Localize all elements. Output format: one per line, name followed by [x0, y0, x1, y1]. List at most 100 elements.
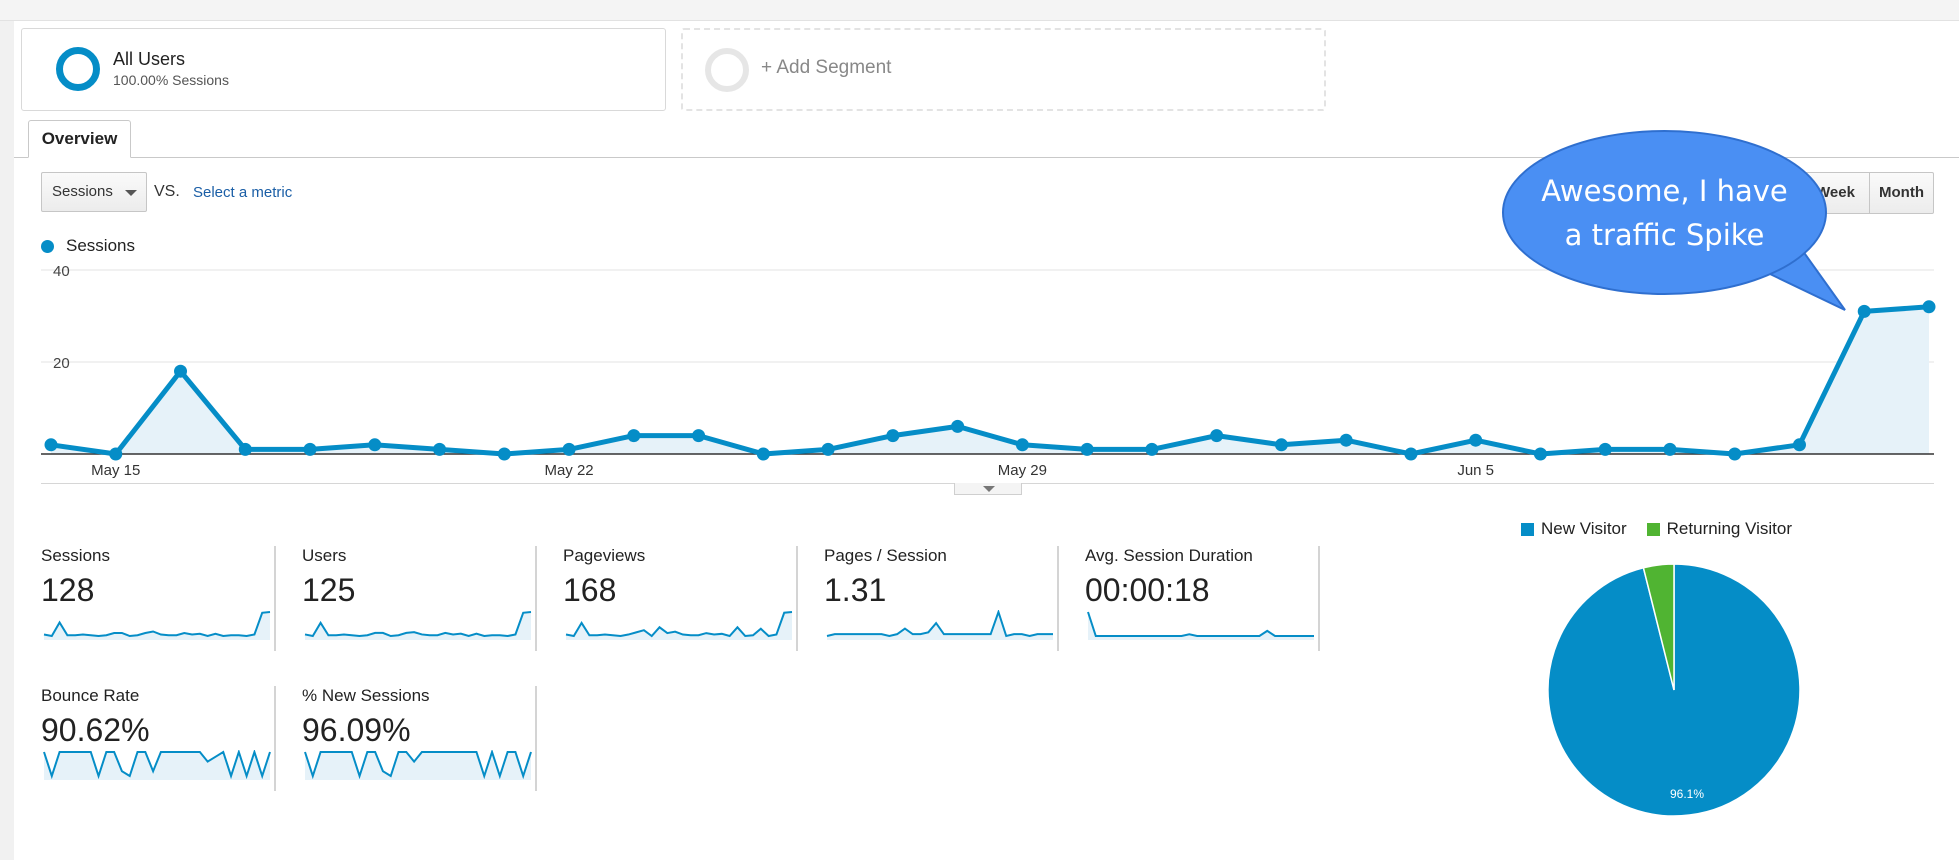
pie-legend-label: New Visitor — [1541, 519, 1627, 538]
left-gutter — [0, 0, 14, 860]
pie-slice[interactable] — [1642, 563, 1675, 691]
stat-label: % New Sessions — [302, 686, 430, 705]
stat-value: 00:00:18 — [1085, 572, 1210, 608]
select-metric-link[interactable]: Select a metric — [193, 184, 293, 201]
sparkline-area — [1088, 612, 1314, 640]
segment-ring-icon — [56, 47, 100, 91]
sessions-point[interactable] — [1210, 429, 1224, 443]
sparkline-path — [43, 750, 271, 780]
sparkline — [304, 611, 532, 640]
stat-label: Avg. Session Duration — [1085, 546, 1253, 565]
stat-avg-session-duration[interactable]: Avg. Session Duration 00:00:18 — [1085, 546, 1320, 651]
sessions-point[interactable] — [1922, 300, 1936, 314]
stat-label: Users — [302, 546, 347, 565]
sessions-point[interactable] — [692, 429, 706, 443]
stat-label: Bounce Rate — [41, 686, 140, 705]
stat-sessions[interactable]: Sessions 128 — [41, 546, 276, 651]
segment-detail: 100.00% Sessions — [113, 72, 229, 88]
pie-legend-item[interactable]: Returning Visitor — [1646, 519, 1792, 539]
sparkline — [43, 611, 271, 640]
vs-label: VS. — [154, 183, 180, 200]
metric-select[interactable]: Sessions — [41, 172, 147, 212]
sessions-point[interactable] — [1469, 433, 1483, 447]
sparkline-path — [304, 611, 532, 638]
sessions-point[interactable] — [1533, 447, 1547, 461]
sessions-point[interactable] — [1663, 442, 1677, 456]
stat-users[interactable]: Users 125 — [302, 546, 537, 651]
sessions-point[interactable] — [497, 447, 511, 461]
tab-overview[interactable]: Overview — [28, 120, 131, 158]
add-segment-label: + Add Segment — [761, 57, 892, 78]
sparkline-area — [44, 612, 270, 640]
sessions-point[interactable] — [756, 447, 770, 461]
sparkline — [304, 750, 532, 780]
x-tick-label: Jun 5 — [1457, 462, 1494, 479]
sessions-point[interactable] — [1792, 438, 1806, 452]
sessions-point[interactable] — [1015, 438, 1029, 452]
stat-value: 90.62% — [41, 712, 150, 748]
sessions-line-chart: 40 20 May 15 May 22 May 29 Jun 5 — [41, 263, 1936, 479]
segment-all-users[interactable]: All Users 100.00% Sessions — [21, 28, 666, 111]
sparkline — [565, 611, 793, 640]
segment-name: All Users — [113, 49, 186, 69]
legend-swatch — [1646, 522, 1660, 536]
stat-value: 1.31 — [824, 572, 887, 608]
sessions-point[interactable] — [1598, 442, 1612, 456]
sessions-point[interactable] — [562, 442, 576, 456]
sessions-point[interactable] — [368, 438, 382, 452]
stat-value: 96.09% — [302, 712, 411, 748]
chevron-down-icon — [983, 486, 995, 492]
stat-bounce-rate[interactable]: Bounce Rate 90.62% — [41, 686, 276, 791]
sparkline — [826, 610, 1053, 640]
sessions-point[interactable] — [1404, 447, 1418, 461]
empty-ring-icon — [705, 48, 749, 92]
sessions-point[interactable] — [1145, 442, 1159, 456]
stat-pages-per-session[interactable]: Pages / Session 1.31 — [824, 546, 1059, 651]
pie-slice-label: 96.1% — [1670, 787, 1704, 801]
chevron-down-icon — [125, 190, 137, 196]
stat-new-sessions[interactable]: % New Sessions 96.09% — [302, 686, 537, 791]
tab-divider — [14, 157, 1959, 158]
x-tick-label: May 15 — [91, 462, 140, 479]
sessions-point[interactable] — [886, 429, 900, 443]
annotation-text: Awesome, I have a traffic Spike — [1541, 173, 1788, 252]
sessions-legend-label: Sessions — [66, 236, 135, 255]
stat-label: Pageviews — [563, 546, 646, 565]
stat-label: Pages / Session — [824, 546, 947, 565]
sessions-point[interactable] — [1080, 442, 1094, 456]
sessions-point[interactable] — [1728, 447, 1742, 461]
sessions-point[interactable] — [303, 442, 317, 456]
y-tick-label: 20 — [53, 355, 70, 372]
stat-value: 128 — [41, 572, 95, 608]
sessions-point[interactable] — [1857, 304, 1871, 318]
month-button[interactable]: Month — [1869, 172, 1934, 214]
add-segment-button[interactable]: + Add Segment — [681, 28, 1326, 111]
x-tick-label: May 29 — [998, 462, 1047, 479]
y-tick-label: 40 — [53, 263, 70, 280]
sessions-point[interactable] — [951, 419, 965, 433]
sparkline-area — [44, 752, 270, 780]
x-tick-label: May 22 — [544, 462, 593, 479]
sessions-point[interactable] — [238, 442, 252, 456]
stat-label: Sessions — [41, 546, 110, 565]
collapse-chart-toggle[interactable] — [954, 483, 1022, 495]
sparkline-area — [305, 612, 531, 640]
sparkline-path — [1087, 611, 1314, 637]
sessions-point[interactable] — [1274, 438, 1288, 452]
sessions-point[interactable] — [174, 364, 188, 378]
annotation-speech-bubble: Awesome, I have a traffic Spike — [1502, 130, 1827, 295]
sessions-point[interactable] — [109, 447, 123, 461]
stat-pageviews[interactable]: Pageviews 168 — [563, 546, 798, 651]
sparkline — [43, 750, 271, 780]
sparkline-path — [565, 611, 793, 638]
sessions-point[interactable] — [44, 438, 58, 452]
sessions-point[interactable] — [821, 442, 835, 456]
sparkline-path — [43, 611, 271, 638]
pie-legend-item[interactable]: New Visitor — [1521, 519, 1627, 539]
top-strip — [0, 0, 1959, 21]
sessions-point[interactable] — [433, 442, 447, 456]
sessions-point[interactable] — [627, 429, 641, 443]
visitor-pie-chart: 96.1% — [1547, 563, 1801, 817]
sessions-legend-dot — [41, 240, 54, 253]
sessions-point[interactable] — [1339, 433, 1353, 447]
